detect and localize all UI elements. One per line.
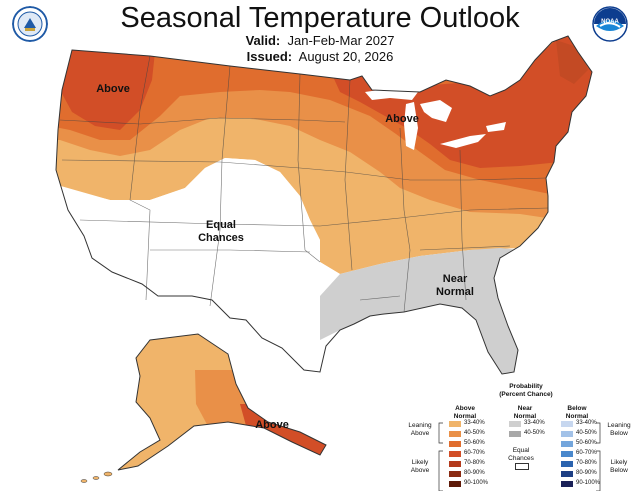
equal-line1: Equal xyxy=(512,447,530,454)
near-range-label-1: 33-40% xyxy=(524,420,545,426)
label-above-great-lakes: Above xyxy=(385,113,419,125)
below-swatch-2 xyxy=(561,431,573,437)
below-range-label-1: 33-40% xyxy=(576,420,597,426)
near-range-label-2: 40-50% xyxy=(524,430,545,436)
alaska-outline xyxy=(117,333,327,471)
above-range-label-2: 40-50% xyxy=(464,430,485,436)
label-above-northwest: Above xyxy=(96,83,130,95)
valid-value: Jan-Feb-Mar 2027 xyxy=(287,33,395,48)
above-range-label-1: 33-40% xyxy=(464,420,485,426)
conus-outline xyxy=(55,35,593,375)
label-near: Near xyxy=(443,273,468,285)
below-header-line1: Below xyxy=(567,405,587,412)
aleutian-islands xyxy=(80,471,113,483)
page-title: Seasonal Temperature Outlook xyxy=(120,2,520,34)
issued-label: Issued: xyxy=(246,49,293,64)
above-swatch-2 xyxy=(449,431,461,437)
commerce-seal-logo xyxy=(12,6,48,42)
above-swatch-3 xyxy=(449,441,461,447)
noaa-logo: NOAA xyxy=(592,6,628,42)
above-60-70-northeast xyxy=(330,36,592,168)
below-swatch-5 xyxy=(561,461,573,467)
legend-title: Probability xyxy=(509,383,543,390)
near-normal-header: Near Normal xyxy=(505,405,545,420)
above-normal-header: Above Normal xyxy=(445,405,485,420)
above-header-line2: Normal xyxy=(453,412,477,420)
equal-chances-label: Equal Chances xyxy=(501,447,541,462)
likely-below-line1: Likely xyxy=(610,459,628,466)
equal-line2: Chances xyxy=(508,454,534,462)
alaska-shading xyxy=(195,370,326,460)
issued-value: August 20, 2026 xyxy=(298,49,394,64)
above-swatch-7 xyxy=(449,481,461,487)
near-header-line2: Normal xyxy=(513,412,537,420)
below-swatch-7 xyxy=(561,481,573,487)
below-range-label-6: 80-90% xyxy=(576,470,597,476)
leaning-above-line1: Leaning xyxy=(408,422,432,429)
leaning-below-line1: Leaning xyxy=(607,422,631,429)
near-swatch-2 xyxy=(509,431,521,437)
below-header-line2: Normal xyxy=(565,412,589,420)
likely-below-label: Likely Below xyxy=(603,459,635,474)
near-normal-region xyxy=(320,248,530,374)
leaning-above-line2: Above xyxy=(410,429,430,437)
legend-brackets-left xyxy=(438,422,443,491)
near-swatch-1 xyxy=(509,421,521,427)
above-range-label-6: 80-90% xyxy=(464,470,485,476)
legend-brackets-right xyxy=(596,422,601,491)
label-normal: Normal xyxy=(436,286,474,298)
leaning-below-label: Leaning Below xyxy=(603,422,635,437)
likely-above-line1: Likely xyxy=(411,459,429,466)
above-header-line1: Above xyxy=(455,405,475,412)
equal-chances-swatch xyxy=(515,463,529,470)
likely-above-label: Likely Above xyxy=(405,459,435,474)
above-swatch-5 xyxy=(449,461,461,467)
label-chances: Chances xyxy=(198,232,244,244)
below-swatch-4 xyxy=(561,451,573,457)
below-normal-header: Below Normal xyxy=(557,405,597,420)
above-range-label-4: 60-70% xyxy=(464,450,485,456)
above-60-70-northwest xyxy=(60,40,155,130)
below-range-label-2: 40-50% xyxy=(576,430,597,436)
below-range-label-3: 50-60% xyxy=(576,440,597,446)
above-swatch-6 xyxy=(449,471,461,477)
below-range-label-7: 90-100% xyxy=(576,480,601,486)
above-range-label-7: 90-100% xyxy=(464,480,489,486)
below-swatch-1 xyxy=(561,421,573,427)
probability-legend: Probability (Percent Chance) Above Norma… xyxy=(405,383,637,493)
label-equal: Equal xyxy=(206,219,236,231)
above-swatch-1 xyxy=(449,421,461,427)
state-boundaries xyxy=(59,55,549,313)
leaning-below-line2: Below xyxy=(610,429,628,437)
below-swatch-3 xyxy=(561,441,573,447)
above-range-label-3: 50-60% xyxy=(464,440,485,446)
below-swatch-6 xyxy=(561,471,573,477)
leaning-above-label: Leaning Above xyxy=(405,422,435,437)
legend-subtitle: (Percent Chance) xyxy=(499,390,553,398)
valid-label: Valid: xyxy=(245,33,281,48)
label-above-alaska: Above xyxy=(255,419,289,431)
noaa-logo-text: NOAA xyxy=(601,19,619,25)
below-range-label-5: 70-80% xyxy=(576,460,597,466)
valid-period: Valid: Jan-Feb-Mar 2027 xyxy=(0,33,640,48)
below-range-label-4: 60-70% xyxy=(576,450,597,456)
above-range-label-5: 70-80% xyxy=(464,460,485,466)
above-swatch-4 xyxy=(449,451,461,457)
likely-above-line2: Above xyxy=(410,466,430,474)
near-header-line1: Near xyxy=(517,405,533,412)
issued-date: Issued: August 20, 2026 xyxy=(0,49,640,64)
likely-below-line2: Below xyxy=(610,466,628,474)
